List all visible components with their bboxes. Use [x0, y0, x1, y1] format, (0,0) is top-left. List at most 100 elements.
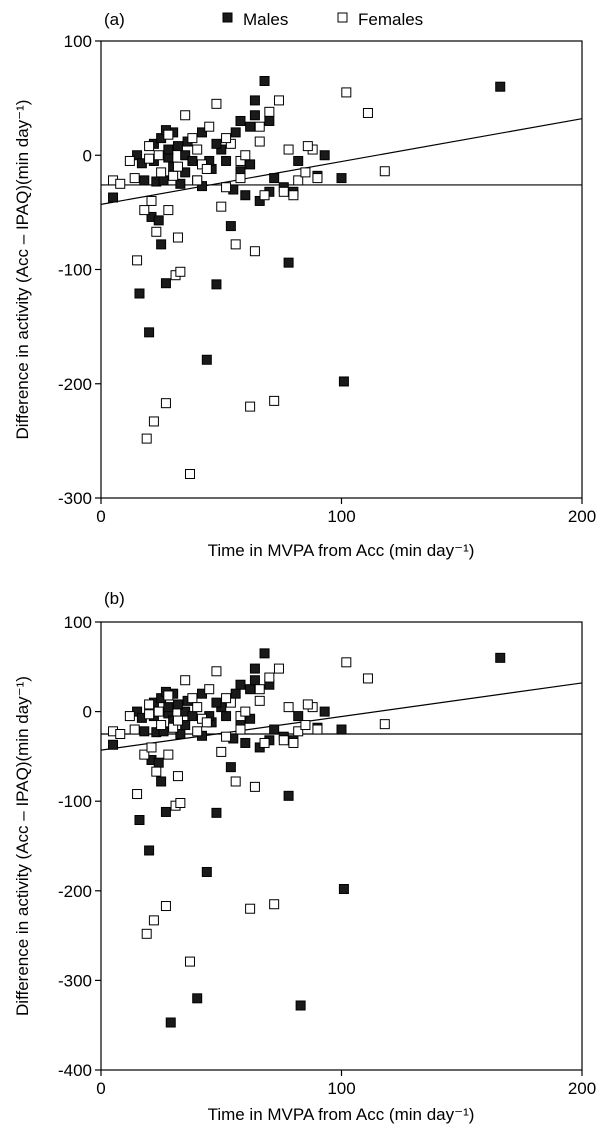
legend-males-marker	[222, 12, 233, 23]
panel-a-female-point	[302, 141, 313, 152]
panel-b-female-point	[156, 720, 167, 731]
panel-b-female-point	[221, 693, 232, 704]
panel-a-regression-line	[100, 118, 583, 205]
panel-a-x-axis-label: Time in MVPA from Acc (min day⁻¹)	[208, 541, 475, 560]
panel-a-female-point	[124, 155, 135, 166]
panel-a-female-point	[264, 106, 275, 117]
panel-a-female-point	[240, 150, 251, 161]
panel-a-male-point	[283, 257, 294, 268]
panel-a-male-point	[156, 239, 167, 250]
panel-b-x-tick-label: 100	[327, 1079, 355, 1098]
panel-b-male-point	[245, 684, 256, 695]
panel-b-male-point	[319, 706, 330, 717]
panel-b-male-point	[153, 757, 164, 768]
panel-b-female-point	[172, 771, 183, 782]
panel-b-y-tick-label: -100	[58, 792, 92, 811]
panel-b-female-point	[151, 766, 162, 777]
panel-b-male-point	[269, 724, 280, 735]
panel-a-female-point	[129, 173, 140, 184]
panel-a-female-point	[201, 163, 212, 174]
panel-b-y-tick-label: -400	[58, 1061, 92, 1080]
panel-b-male-point	[293, 711, 304, 722]
panel-a-male-point	[187, 155, 198, 166]
panel-a-male-point	[293, 155, 304, 166]
panel-a-female-point	[278, 186, 289, 197]
panel-a-female-point	[146, 195, 157, 206]
panel-a-male-point	[269, 173, 280, 184]
panel-b-female-point	[300, 720, 311, 731]
panel-b-female-point	[269, 899, 280, 910]
panel-a: (a) -300 -200 -100 0 100 0 100 200 Time in MVPA…	[13, 10, 596, 560]
panel-a-male-point	[211, 279, 222, 290]
panel-a-male-point	[338, 376, 349, 387]
panel-b-female-point	[341, 657, 352, 668]
panel-b-female-point	[144, 709, 155, 720]
panel-b-female-point	[288, 737, 299, 748]
legend-females-marker	[337, 12, 348, 23]
panel-a-female-point	[172, 232, 183, 243]
panel-a-female-point	[204, 121, 215, 132]
panel-b-female-point	[302, 699, 313, 710]
panel-a-female-point	[151, 226, 162, 237]
panel-b-female-point	[187, 693, 198, 704]
panel-b-y-tick-label: -300	[58, 971, 92, 990]
panel-b-female-point	[211, 666, 222, 677]
panel-b-male-point	[295, 1000, 306, 1011]
panel-b-female-point	[172, 715, 183, 726]
panel-a-male-point	[240, 190, 251, 201]
panel-a-female-point	[254, 121, 265, 132]
panel-a-male-point	[221, 155, 232, 166]
panel-b-x-axis-label: Time in MVPA from Acc (min day⁻¹)	[208, 1105, 475, 1124]
panel-a-male-point	[336, 173, 347, 184]
panel-a-female-point	[269, 395, 280, 406]
panel-b-female-point	[129, 724, 140, 735]
panel-b-x-tick-label: 200	[568, 1079, 596, 1098]
panel-b-female-point	[362, 673, 373, 684]
panel-b-female-point	[184, 956, 195, 967]
legend-females-label: Females	[358, 10, 423, 29]
panel-b-male-point	[249, 663, 260, 674]
panel-a-female-point	[163, 129, 174, 140]
panel-b-female-point	[254, 684, 265, 695]
panel-b-male-point	[249, 675, 260, 686]
panel-a-female-point	[180, 110, 191, 121]
panel-a-female-point	[172, 161, 183, 172]
panel-a-female-point	[211, 98, 222, 109]
panel-a-female-point	[230, 239, 241, 250]
panel-b-male-point	[495, 652, 506, 663]
panel-a-female-point	[245, 401, 256, 412]
panel-a-male-point	[175, 178, 186, 189]
panel-b-male-point	[187, 711, 198, 722]
panel-b-female-point	[240, 706, 251, 717]
panel-b-female-point	[180, 675, 191, 686]
panel-b-female-point	[192, 726, 203, 737]
panel-a-x-tick-label: 100	[327, 507, 355, 526]
panel-a-female-point	[235, 173, 246, 184]
panel-b-ticks: -400 -300 -200 -100 0 100 0 100 200	[58, 613, 596, 1098]
panel-a-male-point	[197, 127, 208, 138]
legend: Males Females	[222, 10, 423, 29]
panel-a-male-point	[211, 138, 222, 149]
panel-a-female-point	[300, 167, 311, 178]
panel-b-female-point	[264, 672, 275, 683]
panel-a-male-point	[225, 221, 236, 232]
panel-a-male-point	[144, 327, 155, 338]
panel-b-female-point	[115, 729, 126, 739]
panel-b-male-point	[160, 806, 171, 817]
panel-a-female-point	[288, 190, 299, 201]
panel-b-female-point	[148, 915, 159, 926]
panel-b-male-point	[139, 726, 150, 737]
panel-a-male-point	[153, 215, 164, 226]
panel-b-female-point	[163, 690, 174, 701]
panel-a-male-point	[264, 115, 275, 126]
panel-a-female-point	[168, 170, 179, 181]
panel-b-female-point	[216, 746, 227, 757]
panel-a-points	[108, 75, 506, 480]
panel-b-label: (b)	[104, 589, 125, 608]
panel-a-female-point	[160, 398, 171, 409]
panel-a-male-point	[235, 115, 246, 126]
panel-b-male-point	[108, 739, 119, 750]
panel-b-y-axis-label: Difference in activity (Acc – IPAQ)(min …	[13, 676, 32, 1016]
panel-a-male-point	[495, 81, 506, 92]
